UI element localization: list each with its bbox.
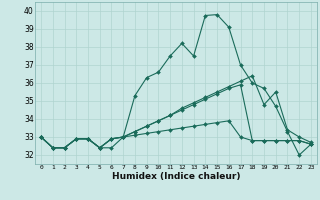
X-axis label: Humidex (Indice chaleur): Humidex (Indice chaleur) bbox=[112, 172, 240, 181]
